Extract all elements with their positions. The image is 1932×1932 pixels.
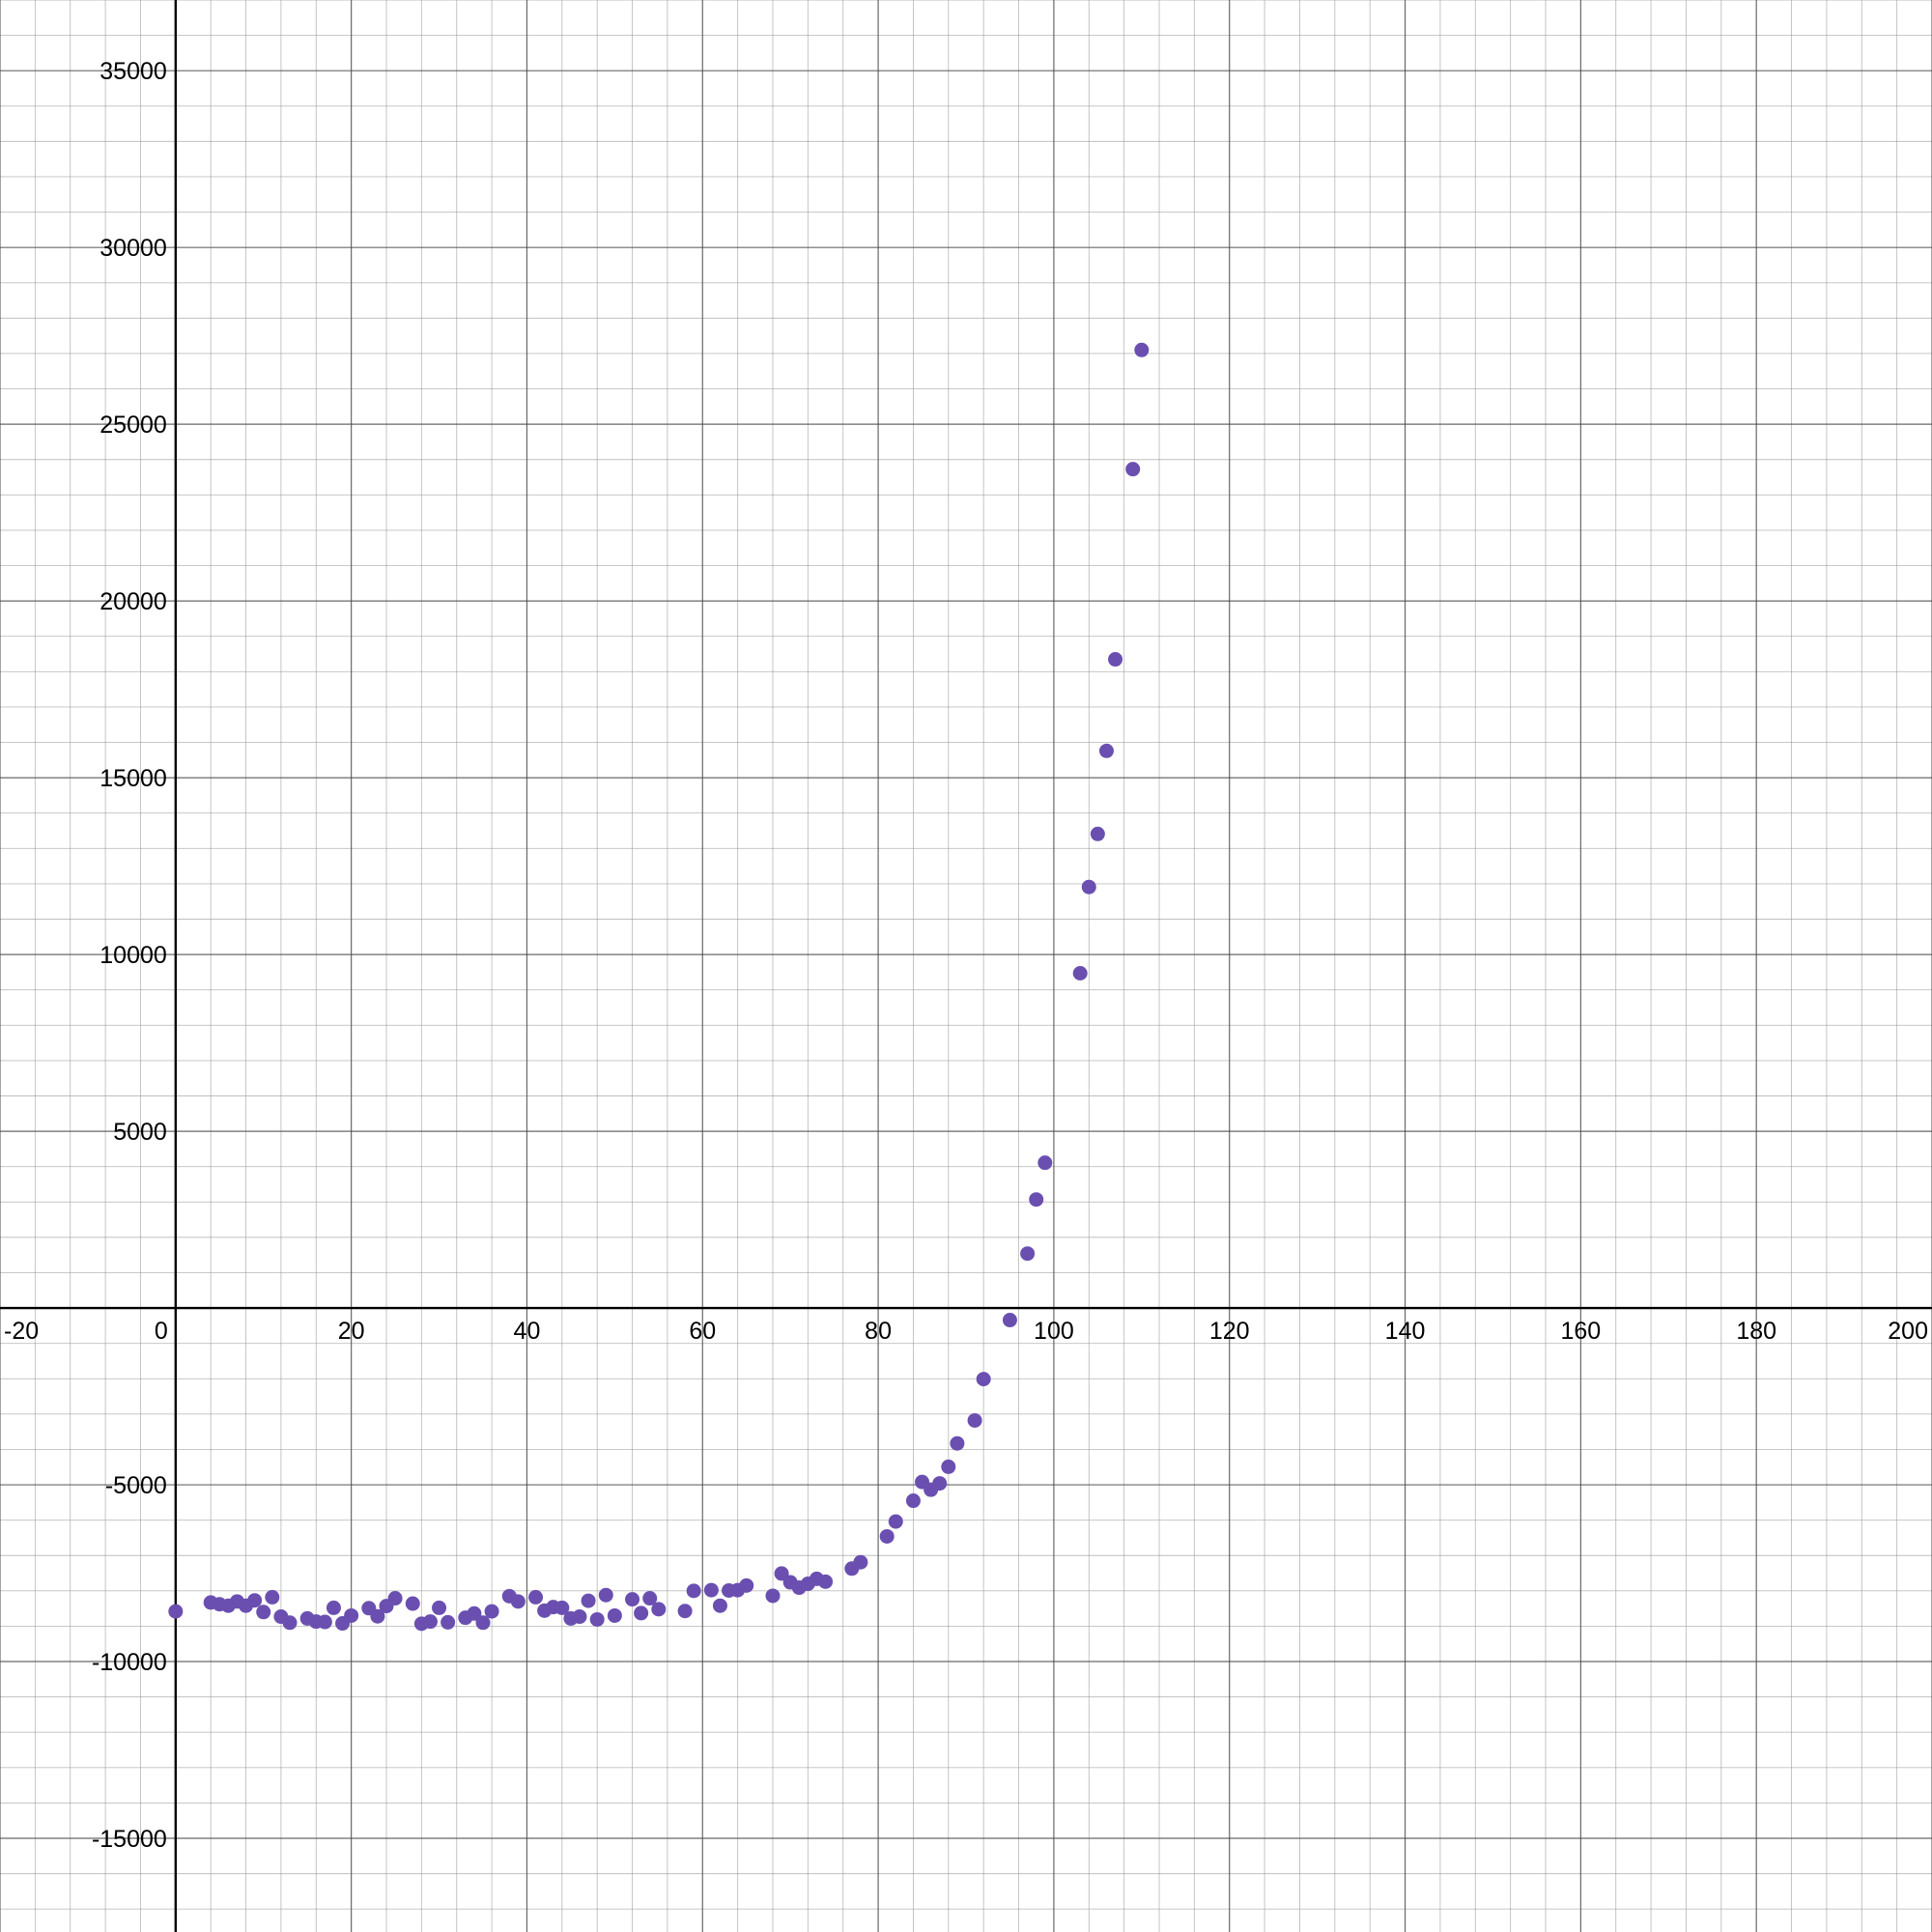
data-point [432, 1600, 447, 1615]
data-point [317, 1614, 332, 1630]
data-point [256, 1605, 271, 1620]
x-tick-label: -20 [4, 1318, 39, 1345]
data-point [405, 1596, 420, 1611]
x-tick-label: 0 [155, 1318, 168, 1345]
data-point [510, 1594, 526, 1609]
data-point [703, 1582, 719, 1598]
data-point [475, 1615, 491, 1631]
data-point [932, 1476, 948, 1492]
x-tick-label: 60 [689, 1318, 716, 1345]
data-point [774, 1566, 789, 1581]
data-point [589, 1611, 605, 1627]
y-axis-tick-labels: 35000 30000 25000 20000 15000 10000 5000 -5000 -… [92, 58, 167, 1853]
data-point [1134, 342, 1150, 357]
data-point [1125, 462, 1141, 477]
data-point [1002, 1313, 1017, 1328]
data-point [168, 1604, 184, 1619]
data-point [282, 1615, 298, 1631]
y-tick-label: -5000 [105, 1472, 167, 1499]
data-point [387, 1591, 403, 1606]
data-point [1029, 1192, 1044, 1208]
y-tick-label: 5000 [113, 1119, 167, 1146]
data-point [370, 1608, 385, 1624]
data-point [1090, 826, 1105, 841]
x-tick-label: 100 [1034, 1318, 1074, 1345]
x-tick-label: 180 [1736, 1318, 1776, 1345]
y-tick-label: 20000 [99, 588, 167, 615]
data-point [651, 1602, 667, 1617]
data-point [1072, 966, 1088, 981]
y-tick-label: 10000 [99, 942, 167, 969]
x-tick-label: 120 [1209, 1318, 1250, 1345]
x-tick-label: 160 [1561, 1318, 1602, 1345]
data-point [888, 1514, 903, 1529]
data-point [528, 1589, 544, 1605]
x-tick-label: 40 [514, 1318, 541, 1345]
data-point [905, 1493, 921, 1509]
data-point [422, 1614, 438, 1630]
data-point [265, 1589, 280, 1605]
data-point [1108, 652, 1123, 668]
x-tick-label: 20 [338, 1318, 365, 1345]
data-point [554, 1600, 570, 1615]
data-point [344, 1607, 359, 1623]
data-point [1098, 743, 1114, 758]
data-point [1081, 879, 1096, 895]
data-point [712, 1598, 727, 1613]
y-tick-label: 30000 [99, 235, 167, 262]
data-points [168, 342, 1150, 1632]
y-tick-label: -15000 [92, 1826, 167, 1853]
data-point [765, 1588, 781, 1604]
data-point [572, 1609, 587, 1625]
data-point [967, 1412, 982, 1428]
data-point [818, 1574, 834, 1589]
data-point [607, 1607, 622, 1623]
data-point [484, 1604, 499, 1619]
data-point [739, 1577, 754, 1593]
data-point [1020, 1246, 1036, 1262]
data-point [467, 1605, 482, 1621]
x-tick-label: 140 [1385, 1318, 1426, 1345]
y-tick-label: 25000 [99, 412, 167, 439]
data-point [941, 1459, 956, 1474]
y-tick-label: 15000 [99, 765, 167, 792]
data-point [677, 1604, 693, 1619]
x-tick-label: 80 [865, 1318, 892, 1345]
y-tick-label: -10000 [92, 1649, 167, 1676]
data-point [1037, 1155, 1053, 1171]
data-point [440, 1614, 456, 1630]
data-point [879, 1528, 895, 1544]
x-axis-tick-labels: -20 0 20 40 60 80 100 120 140 160 180 200 [4, 1318, 1928, 1345]
data-point [634, 1605, 649, 1621]
data-point [581, 1593, 596, 1608]
data-point [625, 1592, 640, 1607]
data-point [950, 1435, 965, 1451]
data-point [686, 1583, 701, 1599]
data-point [976, 1372, 991, 1387]
data-point [326, 1600, 341, 1615]
x-tick-label: 200 [1888, 1318, 1928, 1345]
data-point [853, 1554, 868, 1570]
y-tick-label: 35000 [99, 58, 167, 85]
data-point [247, 1593, 263, 1608]
data-point [642, 1591, 658, 1606]
data-point [598, 1587, 613, 1603]
